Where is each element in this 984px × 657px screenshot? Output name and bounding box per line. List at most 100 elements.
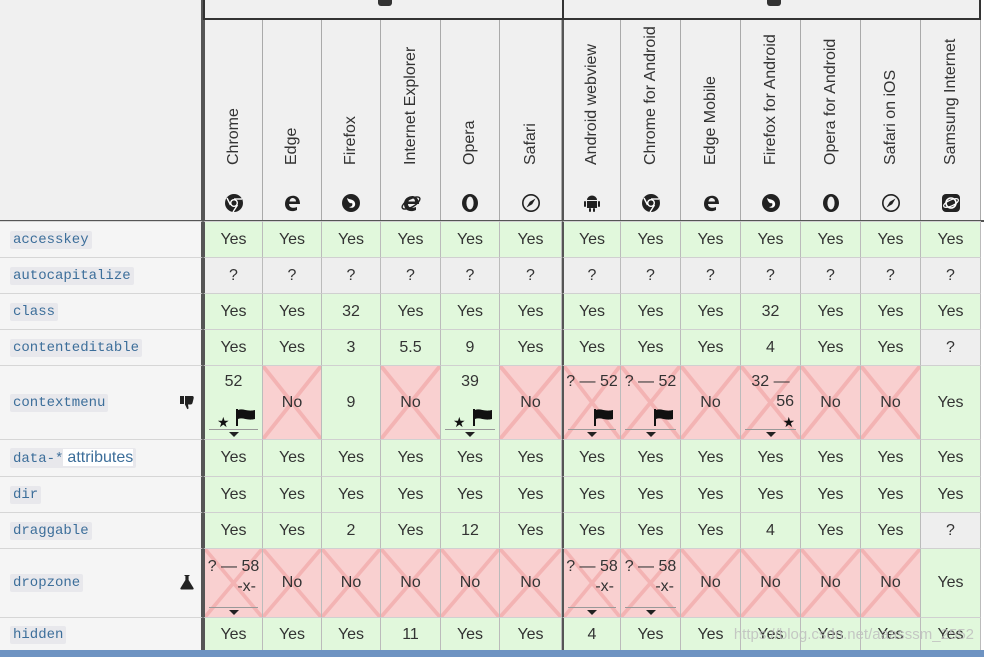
support-value-line: ? <box>646 266 655 284</box>
support-value: Yes <box>564 338 620 358</box>
support-value: Yes <box>801 625 860 645</box>
feature-row-header[interactable]: contenteditable <box>0 329 203 365</box>
support-value: ? <box>921 338 980 358</box>
support-value-line: ? <box>526 266 535 284</box>
support-cell: Yes <box>500 293 562 329</box>
support-value: ? — 58 -x- <box>205 557 262 597</box>
no-support-cross <box>741 549 800 617</box>
expand-notes-caret-icon[interactable] <box>228 610 239 615</box>
support-value-line: Yes <box>578 485 606 503</box>
expand-notes-caret-icon[interactable] <box>645 432 656 437</box>
support-value: Yes <box>921 448 980 468</box>
feature-row-header[interactable]: data-* attributes <box>0 439 203 476</box>
support-value: 4 <box>564 625 620 645</box>
feature-row-header[interactable]: class <box>0 293 203 329</box>
support-value: Yes <box>263 302 321 322</box>
expand-notes-caret-icon[interactable] <box>228 432 239 437</box>
column-header-firefox: Firefox <box>322 20 381 221</box>
feature-name[interactable]: data-* attributes <box>10 448 137 468</box>
feature-row-header[interactable]: draggable <box>0 512 203 548</box>
support-cell: Yes <box>861 293 921 329</box>
support-value: No <box>263 573 321 593</box>
support-cell[interactable]: 39 ★ <box>441 365 500 439</box>
support-cell[interactable]: ? — 52 <box>621 365 681 439</box>
support-value: ? — 58 -x- <box>621 557 680 597</box>
feature-name[interactable]: autocapitalize <box>10 266 134 285</box>
expand-notes-caret-icon[interactable] <box>645 610 656 615</box>
support-cell: Yes <box>801 221 861 257</box>
support-value: Yes <box>322 625 380 645</box>
opera-icon <box>822 194 839 212</box>
support-value: Yes <box>681 448 740 468</box>
support-value-line: 3 <box>346 338 356 356</box>
support-cell: Yes <box>921 439 981 476</box>
expand-notes-caret-icon[interactable] <box>765 432 776 437</box>
support-value-line: ? <box>946 266 955 284</box>
support-value: Yes <box>564 448 620 468</box>
feature-name[interactable]: contenteditable <box>10 338 143 357</box>
feature-name-suffix[interactable]: attributes <box>63 449 134 466</box>
support-cell: 12 <box>441 512 500 548</box>
column-header-edge-mobile: Edge Mobile <box>681 20 741 221</box>
feature-row-header[interactable]: dropzone <box>0 548 203 617</box>
feature-name[interactable]: contextmenu <box>10 393 109 412</box>
no-support-cross <box>564 366 620 439</box>
support-value-line: Yes <box>937 302 964 320</box>
support-cell: No <box>381 365 441 439</box>
support-value: ? <box>921 266 980 286</box>
no-support-cross <box>621 549 680 617</box>
feature-row-header[interactable]: contextmenu <box>0 365 203 439</box>
support-cell: Yes <box>921 476 981 512</box>
support-value: No <box>861 393 920 413</box>
support-cell[interactable]: ? — 58 -x- <box>562 548 621 617</box>
feature-name[interactable]: dir <box>10 485 42 504</box>
feature-row-header[interactable]: autocapitalize <box>0 257 203 293</box>
support-value-line: Yes <box>877 338 904 356</box>
support-value: ? <box>564 266 620 286</box>
support-cell[interactable]: ? — 58 -x- <box>203 548 263 617</box>
feature-name[interactable]: class <box>10 302 59 321</box>
feature-row-header[interactable]: hidden <box>0 617 203 652</box>
browser-label: Internet Explorer <box>401 46 419 165</box>
support-value-line: Yes <box>278 230 306 248</box>
support-cell[interactable]: 52 ★ <box>203 365 263 439</box>
support-cell[interactable]: ? — 58 -x- <box>621 548 681 617</box>
support-value-line: Yes <box>697 521 724 539</box>
expand-notes-caret-icon[interactable] <box>587 432 597 437</box>
support-cell: Yes <box>322 617 381 652</box>
feature-name[interactable]: hidden <box>10 626 67 644</box>
feature-name[interactable]: dropzone <box>10 574 84 592</box>
feature-row-header[interactable]: accesskey <box>0 221 203 257</box>
support-value: ? — 52 <box>564 372 620 392</box>
notes-divider <box>445 429 495 430</box>
support-value: Yes <box>801 485 860 505</box>
no-support-cross <box>263 366 321 439</box>
expand-notes-caret-icon[interactable] <box>587 610 597 615</box>
flag-icon <box>473 409 492 426</box>
support-cell: Yes <box>681 512 741 548</box>
support-value: Yes <box>801 338 860 358</box>
support-value-line: No <box>820 574 841 591</box>
no-support-cross <box>861 366 920 439</box>
browser-label: Chrome for Android <box>641 26 659 165</box>
expand-notes-caret-icon[interactable] <box>465 432 475 437</box>
support-value-line: Yes <box>517 485 544 503</box>
support-value: Yes <box>681 230 740 250</box>
support-cell[interactable]: 32 — 56 ★ <box>741 365 801 439</box>
support-value: Yes <box>681 485 740 505</box>
support-cell: Yes <box>681 329 741 365</box>
support-value-line: Yes <box>937 574 964 591</box>
support-cell[interactable]: ? — 52 <box>562 365 621 439</box>
support-value-line: Yes <box>697 626 724 643</box>
feature-name[interactable]: draggable <box>10 521 92 540</box>
support-value: Yes <box>263 338 321 358</box>
support-value: Yes <box>564 302 620 322</box>
feature-name[interactable]: accesskey <box>10 230 92 249</box>
feature-row-header[interactable]: dir <box>0 476 203 512</box>
support-cell: Yes <box>801 329 861 365</box>
support-cell: Yes <box>203 221 263 257</box>
opera-icon <box>462 194 478 212</box>
support-value: Yes <box>861 521 920 541</box>
support-cell: Yes <box>322 476 381 512</box>
support-value: No <box>381 393 440 413</box>
